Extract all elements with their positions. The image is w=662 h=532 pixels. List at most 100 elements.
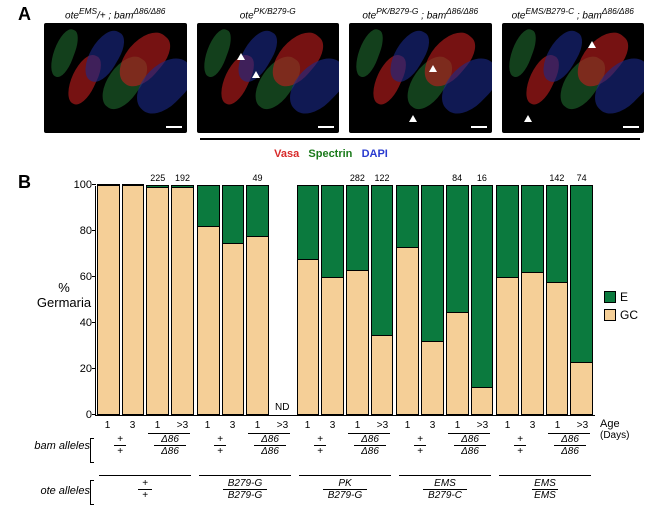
bar-segment-gc: [97, 185, 120, 415]
bar: [396, 185, 419, 415]
bar: 142: [546, 185, 569, 415]
bar: 282: [346, 185, 369, 415]
bar: [521, 185, 544, 415]
bar-segment-e: [421, 185, 444, 341]
bam-cell: ++Δ86Δ86: [295, 434, 395, 457]
micrograph-2: otePK/B279-G ; bamΔ86/Δ86: [349, 6, 492, 133]
ote-cell: PKB279-G: [295, 478, 395, 501]
bar: [97, 184, 120, 415]
group-underline: [148, 433, 190, 434]
y-axis-germaria: Germaria: [37, 295, 91, 310]
micrograph-0: oteEMS/+ ; bamΔ86/Δ86: [44, 6, 187, 133]
arrowhead-icon: [588, 41, 596, 48]
stain-spectrin: Spectrin: [308, 148, 352, 160]
ote-row-label: ote alleles: [20, 485, 90, 497]
bar-segment-e: [371, 185, 394, 335]
day-label: 1: [395, 420, 420, 431]
bar-segment-gc: [171, 187, 194, 415]
ote-row-text: ote alleles: [40, 485, 90, 497]
n-label: 49: [253, 173, 263, 183]
bar-segment-gc: [122, 185, 145, 415]
arrowhead-icon: [524, 115, 532, 122]
bar-segment-e: [471, 185, 494, 387]
day-label: >3: [170, 420, 195, 431]
legend-swatch: [604, 291, 616, 303]
age-label: Age: [600, 418, 620, 430]
bars-container: 22519249ND282122841614274: [96, 186, 595, 415]
micrograph-image: [502, 23, 645, 133]
ote-cell: EMSB279-C: [395, 478, 495, 501]
bar: 16: [471, 185, 494, 415]
bar-segment-e: [197, 185, 220, 226]
ote-cell: B279-GB279-G: [195, 478, 295, 501]
bar: 49: [246, 185, 269, 415]
group-underline: [248, 433, 290, 434]
bar-segment-gc: [471, 387, 494, 415]
bam-fraction: Δ86Δ86: [545, 434, 595, 457]
bar-segment-e: [346, 185, 369, 270]
bar-segment-gc: [446, 312, 469, 416]
panel-b-label: B: [18, 172, 31, 193]
micrograph-title: otePK/B279-G: [197, 6, 340, 21]
bar-segment-gc: [570, 362, 593, 415]
n-label: 142: [549, 173, 564, 183]
micrograph-row: oteEMS/+ ; bamΔ86/Δ86 otePK/B279-G otePK/B…: [44, 6, 644, 133]
bar-segment-e: [570, 185, 593, 362]
bar-segment-gc: [146, 187, 169, 415]
day-label: 1: [445, 420, 470, 431]
bar-segment-gc: [246, 236, 269, 415]
arrowhead-icon: [409, 115, 417, 122]
bam-fraction: ++: [295, 434, 345, 457]
day-label: 3: [520, 420, 545, 431]
ote-cell: ++: [95, 478, 195, 501]
bam-cell: ++Δ86Δ86: [495, 434, 595, 457]
bar-chart: 22519249ND282122841614274 020406080100: [95, 186, 595, 416]
bar-segment-gc: [346, 270, 369, 415]
stain-dapi: DAPI: [362, 148, 388, 160]
y-tick: [92, 184, 96, 185]
bar-segment-gc: [421, 341, 444, 415]
stain-vasa: Vasa: [274, 148, 299, 160]
day-label: 3: [120, 420, 145, 431]
micrograph-image: [349, 23, 492, 133]
bar-segment-e: [496, 185, 519, 277]
bam-cell: ++Δ86Δ86: [195, 434, 295, 457]
day-label: >3: [370, 420, 395, 431]
bam-fraction: Δ86Δ86: [445, 434, 495, 457]
bar-group: 49 ND: [196, 185, 296, 415]
micrograph-1: otePK/B279-G: [197, 6, 340, 133]
micrograph-title: otePK/B279-G ; bamΔ86/Δ86: [349, 6, 492, 21]
y-tick-label: 20: [80, 363, 96, 375]
micrograph-3: oteEMS/B279-C ; bamΔ86/Δ86: [502, 6, 645, 133]
y-tick-label: 60: [80, 271, 96, 283]
arrowhead-icon: [429, 65, 437, 72]
bam-fraction-row: ++Δ86Δ86++Δ86Δ86++Δ86Δ86++Δ86Δ86++Δ86Δ86: [95, 434, 595, 457]
days-label: (Days): [600, 430, 629, 441]
bar-group: 225192: [96, 184, 196, 415]
y-tick-label: 80: [80, 225, 96, 237]
bar-segment-gc: [396, 247, 419, 415]
bar-segment-e: [222, 185, 245, 243]
nd-label: ND: [275, 402, 289, 413]
legend-swatch: [604, 309, 616, 321]
ote-underline: [99, 475, 191, 476]
bar: 74: [570, 185, 593, 415]
ote-cell: EMSEMS: [495, 478, 595, 501]
ote-underline: [299, 475, 391, 476]
scale-bar: [623, 126, 639, 128]
bam-fraction: ++: [95, 434, 145, 457]
bam-row-text: bam alleles: [34, 440, 90, 452]
day-label: >3: [570, 420, 595, 431]
legend-item: GC: [604, 308, 638, 322]
bar-segment-e: [446, 185, 469, 312]
bam-fraction: Δ86Δ86: [345, 434, 395, 457]
bam-fraction: Δ86Δ86: [245, 434, 295, 457]
bam-row-label: bam alleles: [20, 440, 90, 452]
bar: [297, 185, 320, 415]
ote-underline: [399, 475, 491, 476]
bar-segment-e: [246, 185, 269, 236]
age-cell: 131>3: [195, 420, 295, 431]
ote-underline: [499, 475, 591, 476]
bar: [122, 184, 145, 415]
legend-label: E: [620, 290, 628, 304]
